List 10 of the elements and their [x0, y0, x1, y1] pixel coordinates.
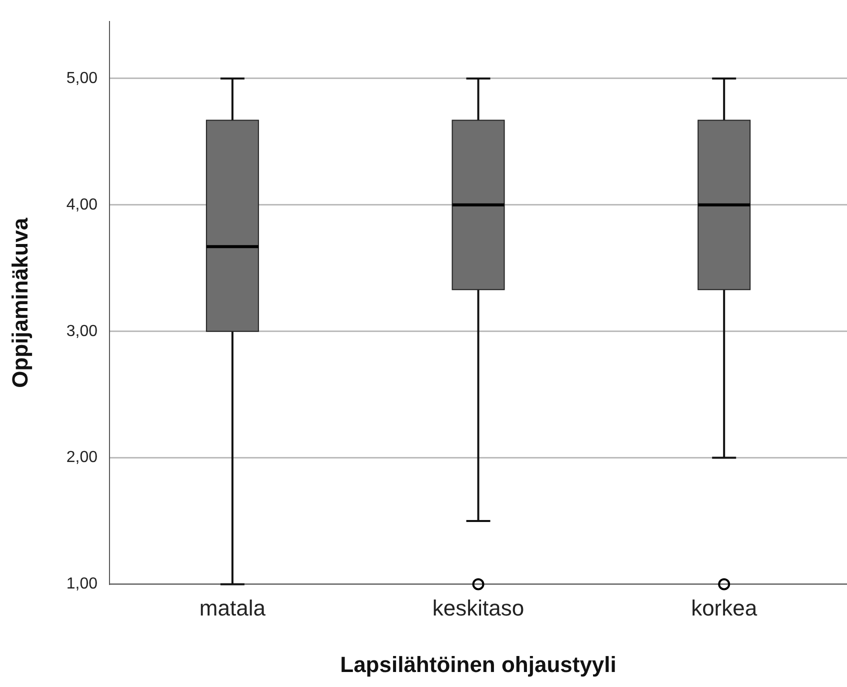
y-tick-label: 2,00: [66, 449, 98, 466]
x-axis-title: Lapsilähtöinen ohjaustyyli: [340, 652, 616, 677]
x-tick-label: keskitaso: [432, 595, 524, 620]
x-tick-label: matala: [199, 595, 266, 620]
y-tick-label: 5,00: [66, 70, 98, 87]
y-tick-label: 3,00: [66, 322, 98, 340]
y-tick-label: 1,00: [66, 576, 98, 593]
y-axis-title: Oppijaminäkuva: [7, 217, 32, 388]
y-tick-label: 4,00: [66, 196, 98, 214]
x-tick-label: korkea: [691, 595, 758, 620]
